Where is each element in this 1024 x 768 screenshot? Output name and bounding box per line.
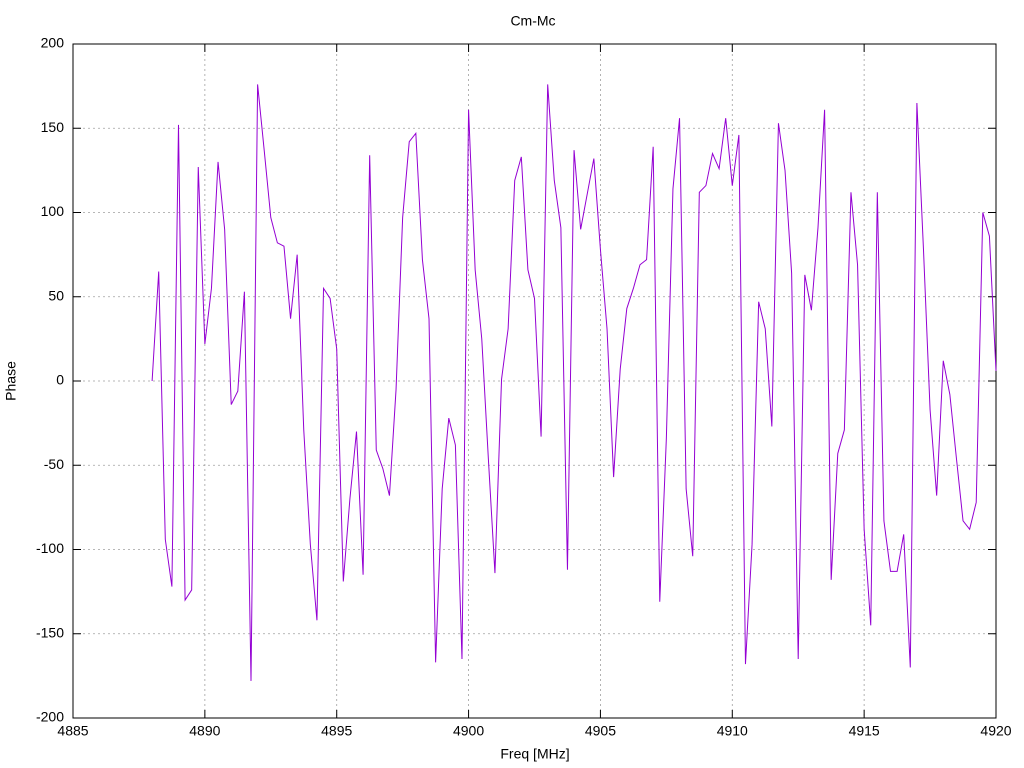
y-tick-label: 50 [48,287,64,303]
chart-title: Cm-Mc [510,13,555,29]
x-tick-label: 4895 [321,723,352,739]
y-axis-label: Phase [3,361,19,401]
x-tick-label: 4885 [57,723,88,739]
x-tick-label: 4900 [453,723,484,739]
x-tick-label: 4905 [585,723,616,739]
x-tick-label: 4915 [849,723,880,739]
x-tick-label: 4890 [189,723,220,739]
y-tick-label: -200 [36,709,64,725]
x-tick-label: 4910 [717,723,748,739]
y-tick-label: 150 [41,119,65,135]
data-line [151,84,997,681]
y-tick-label: 200 [41,35,65,51]
y-tick-label: -50 [44,456,64,472]
x-tick-label: 4920 [980,723,1011,739]
plot-border [72,43,997,719]
y-tick-label: -100 [36,540,64,556]
y-tick-label: 100 [41,203,65,219]
x-axis-label: Freq [MHz] [500,746,569,762]
y-tick-label: 0 [56,372,64,388]
y-tick-label: -150 [36,624,64,640]
